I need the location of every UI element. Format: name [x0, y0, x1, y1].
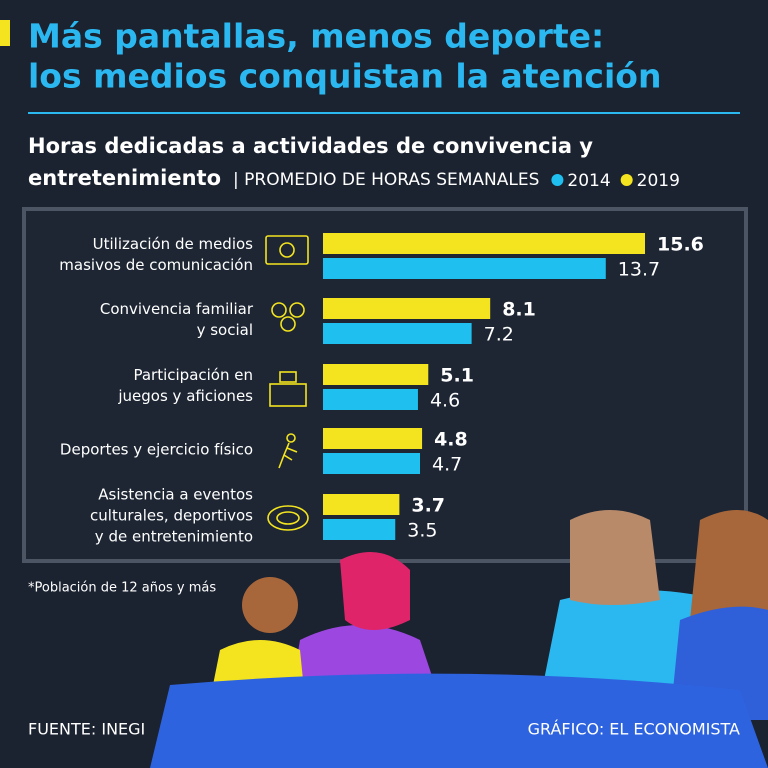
illustration [150, 510, 768, 768]
category-label: Deportes y ejercicio físico [60, 441, 253, 459]
bar [323, 453, 421, 474]
value-label: 3.7 [411, 495, 445, 517]
note: *Población de 12 años y más [28, 581, 216, 596]
legend: 2014 2019 [551, 171, 680, 191]
value-label: 5.1 [440, 365, 474, 387]
bar [323, 428, 423, 449]
value-label: 15.6 [657, 234, 704, 256]
icon-games [269, 383, 307, 407]
bar [323, 364, 429, 385]
bar [323, 233, 645, 254]
icon-family [289, 302, 305, 318]
icon-stadium [276, 511, 300, 525]
icon-games [279, 371, 297, 383]
source: FUENTE: INEGI [28, 720, 145, 739]
icon-sport [278, 442, 298, 469]
value-label: 8.1 [502, 299, 536, 321]
category-label: Asistencia a eventos [98, 486, 253, 504]
icon-family [280, 316, 296, 332]
category-label: y social [197, 321, 253, 339]
category-label: juegos y aficiones [117, 387, 253, 405]
legend-swatch [620, 174, 633, 186]
category-label: masivos de comunicación [59, 256, 253, 274]
subtitle-line: entretenimiento [28, 166, 221, 190]
unit-label: | PROMEDIO DE HORAS SEMANALES [233, 170, 539, 190]
legend-swatch [551, 174, 564, 186]
bar [323, 519, 396, 540]
value-label: 7.2 [484, 324, 514, 346]
category-label: Convivencia familiar [100, 300, 254, 318]
plot: Utilización de medios masivos de comunica… [59, 233, 704, 546]
subtitle-line: Horas dedicadas a actividades de convive… [28, 134, 593, 158]
title-line: los medios conquistan la atención [28, 57, 661, 96]
icon-sport [286, 433, 296, 443]
icon-stadium [267, 505, 309, 531]
category-label: Utilización de medios [93, 235, 254, 253]
bar [323, 258, 606, 279]
value-label: 3.5 [407, 520, 437, 542]
accent [0, 20, 10, 46]
icons [265, 235, 309, 531]
bar [323, 298, 491, 319]
icon-tv [279, 242, 295, 258]
category-label: culturales, deportivos [90, 507, 253, 525]
value-label: 13.7 [618, 259, 660, 281]
icon-tv [265, 235, 309, 265]
bar [323, 389, 418, 410]
category-label: y de entretenimiento [95, 528, 253, 546]
legend-label: 2014 [567, 171, 610, 191]
legend-label: 2019 [637, 171, 680, 191]
value-label: 4.7 [432, 454, 462, 476]
credit: GRÁFICO: EL ECONOMISTA [528, 720, 740, 739]
icon-family [271, 302, 287, 318]
value-label: 4.6 [430, 390, 460, 412]
bar [323, 323, 472, 344]
bar [323, 494, 400, 515]
title-line: Más pantallas, menos deporte: [28, 17, 604, 56]
category-label: Participación en [133, 366, 253, 384]
value-label: 4.8 [434, 429, 468, 451]
